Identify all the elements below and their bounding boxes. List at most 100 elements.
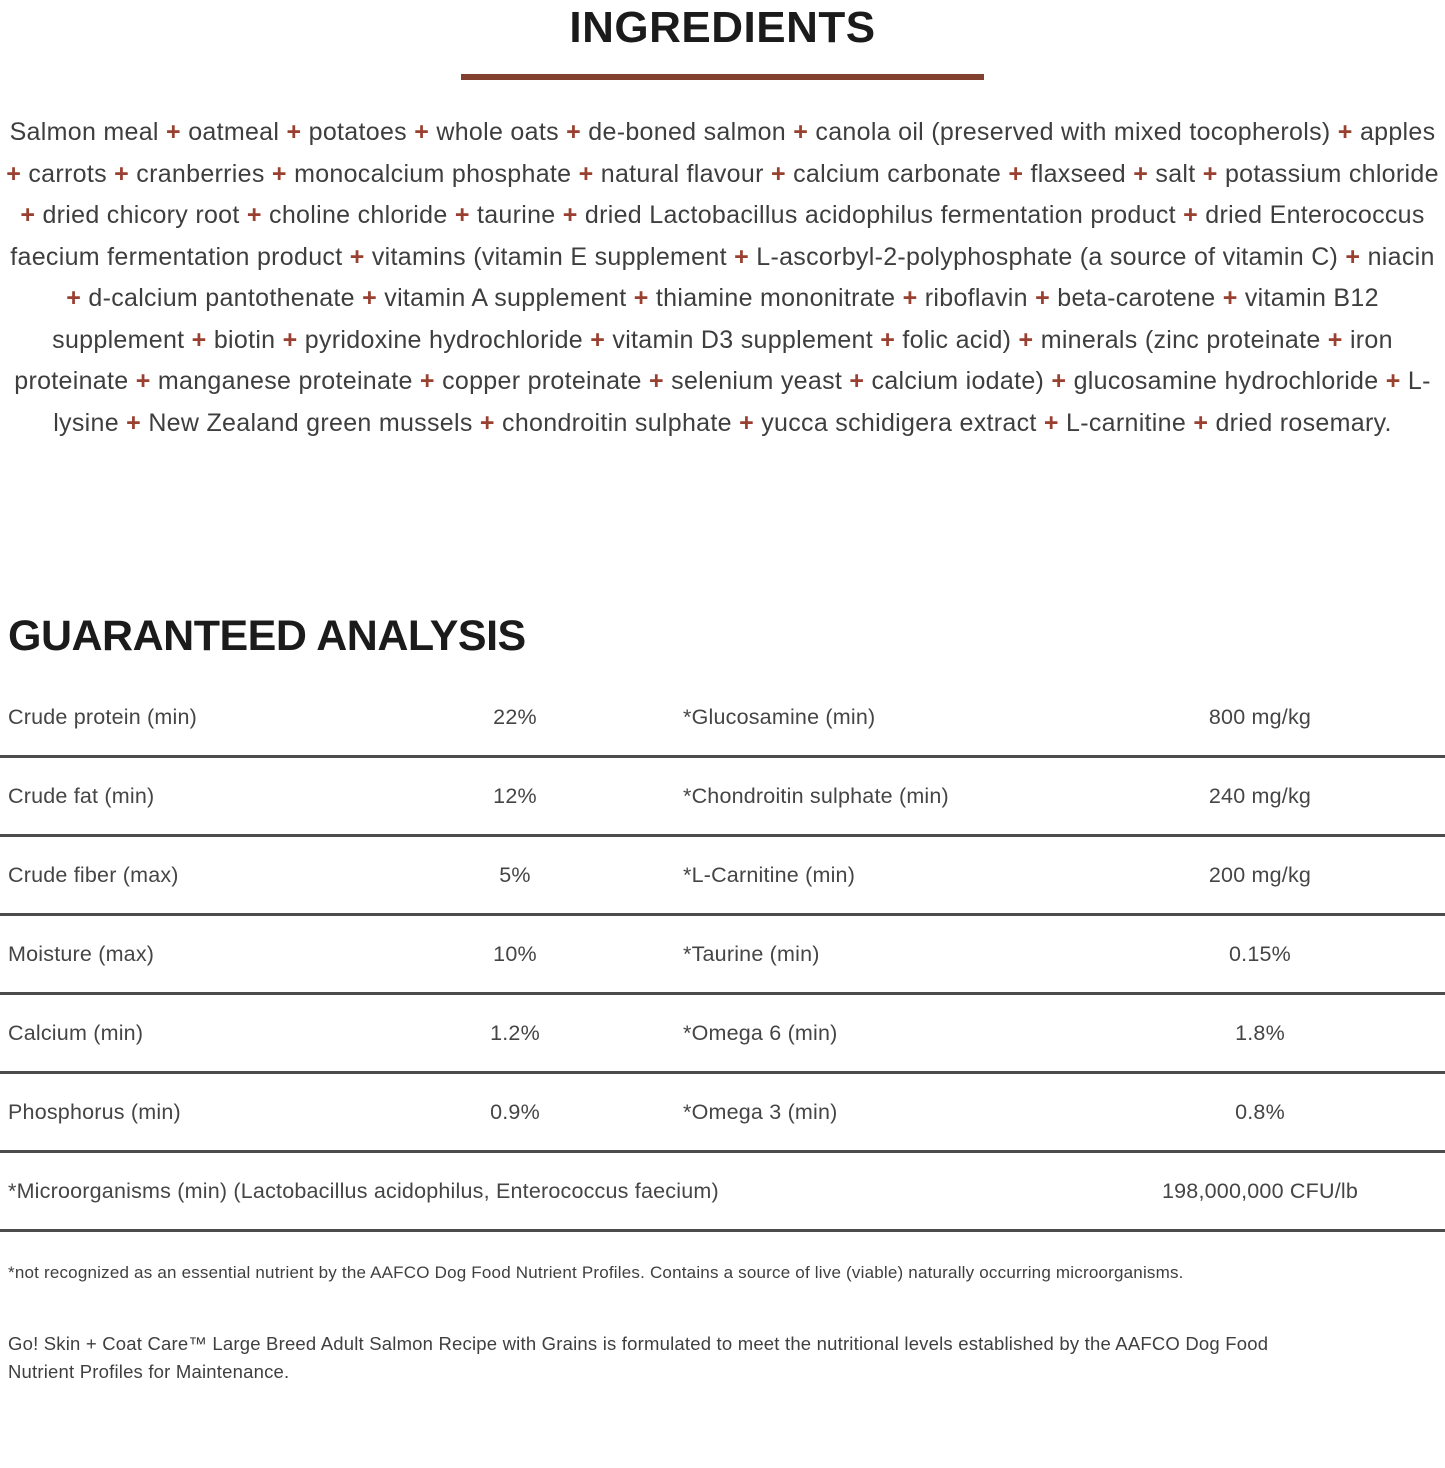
ingredient-item: cranberries — [136, 159, 265, 188]
plus-separator-icon: + — [793, 118, 809, 146]
plus-separator-icon: + — [633, 284, 649, 312]
nutrient-value: 1.8% — [1235, 1020, 1285, 1045]
plus-separator-icon: + — [349, 242, 365, 271]
nutrient-value: 1.2% — [490, 1020, 540, 1045]
ingredient-item: calcium carbonate — [793, 159, 1002, 188]
ingredient-item: niacin — [1367, 242, 1435, 271]
plus-separator-icon: + — [479, 408, 495, 437]
guaranteed-analysis-title: GUARANTEED ANALYSIS — [8, 612, 526, 660]
nutrient-name: Crude protein (min) — [8, 704, 198, 729]
plus-separator-icon: + — [419, 367, 435, 395]
nutrient-value: 0.15% — [1229, 941, 1291, 966]
plus-separator-icon: + — [114, 159, 130, 188]
plus-separator-icon: + — [246, 201, 262, 229]
analysis-row: Crude fiber (max) 5% *L-Carnitine (min) 200… — [0, 837, 1445, 916]
ingredient-item: vitamins (vitamin E supplement — [371, 242, 727, 271]
formulation-note: Go! Skin + Coat Care™ Large Breed Adult … — [8, 1330, 1445, 1386]
plus-separator-icon: + — [362, 284, 378, 312]
plus-separator-icon: + — [1202, 159, 1218, 188]
title-underline — [461, 74, 984, 80]
nutrient-value: 22% — [493, 704, 537, 729]
plus-separator-icon: + — [126, 408, 142, 437]
nutrient-name: Moisture (max) — [8, 941, 155, 966]
nutrient-name: Crude fiber (max) — [8, 862, 179, 887]
formulation-note-line-1: Go! Skin + Coat Care™ Large Breed Adult … — [8, 1333, 1269, 1354]
plus-separator-icon: + — [578, 159, 594, 188]
nutrient-value: 198,000,000 CFU/lb — [1161, 1178, 1359, 1203]
ingredient-item: pyridoxine hydrochloride — [304, 325, 583, 354]
plus-separator-icon: + — [1043, 408, 1059, 437]
ingredient-item: riboflavin — [924, 284, 1028, 312]
ingredient-item: flaxseed — [1030, 159, 1127, 188]
ingredient-item: calcium iodate) — [871, 367, 1045, 395]
ingredient-item: thiamine mononitrate — [655, 284, 896, 312]
nutrient-value: 800 mg/kg — [1208, 704, 1312, 729]
plus-separator-icon: + — [902, 284, 918, 312]
plus-separator-icon: + — [649, 367, 664, 395]
ingredient-item: L-carnitine — [1066, 408, 1187, 437]
nutrient-name: Phosphorus (min) — [8, 1099, 181, 1124]
nutrient-value: 240 mg/kg — [1208, 783, 1312, 808]
plus-separator-icon: + — [191, 325, 207, 354]
ingredient-item: beta-carotene — [1057, 284, 1216, 312]
ingredient-item: L-lysine — [53, 367, 1431, 437]
nutrient-name: *L-Carnitine (min) — [683, 862, 856, 887]
plus-separator-icon: + — [566, 118, 582, 146]
plus-separator-icon: + — [1222, 284, 1238, 312]
plus-separator-icon: + — [770, 159, 786, 188]
aafco-footnote: *not recognized as an essential nutrient… — [8, 1263, 1184, 1282]
ingredients-title: INGREDIENTS — [569, 3, 876, 52]
plus-separator-icon: + — [135, 367, 151, 395]
plus-separator-icon: + — [1018, 325, 1034, 354]
nutrient-value: 10% — [493, 941, 537, 966]
ingredient-item: vitamin D3 supplement — [612, 325, 873, 354]
plus-separator-icon: + — [590, 325, 606, 354]
plus-separator-icon: + — [1008, 159, 1024, 188]
plus-separator-icon: + — [1183, 201, 1199, 229]
ingredient-item: Salmon meal — [9, 118, 159, 146]
plus-separator-icon: + — [6, 159, 22, 188]
plus-separator-icon: + — [1345, 242, 1361, 271]
plus-separator-icon: + — [739, 408, 754, 437]
plus-separator-icon: + — [1035, 284, 1051, 312]
analysis-row: Calcium (min) 1.2% *Omega 6 (min) 1.8% — [0, 995, 1445, 1074]
nutrient-value: 200 mg/kg — [1208, 862, 1312, 887]
plus-separator-icon: + — [734, 242, 749, 271]
formulation-note-line-2: Nutrient Profiles for Maintenance. — [8, 1361, 290, 1382]
ingredient-item: New Zealand green mussels — [148, 408, 473, 437]
plus-separator-icon: + — [1385, 367, 1401, 395]
ingredient-item: minerals (zinc proteinate — [1040, 325, 1321, 354]
ingredient-item: whole oats — [436, 118, 559, 146]
plus-separator-icon: + — [880, 325, 896, 354]
nutrient-name: *Omega 3 (min) — [683, 1099, 838, 1124]
ingredient-item: oatmeal — [188, 118, 280, 146]
ingredient-item: dried chicory root — [42, 201, 240, 229]
plus-separator-icon: + — [1051, 367, 1067, 395]
ingredient-item: vitamin B12 supplement — [52, 284, 1379, 354]
ingredient-item: canola oil (preserved with mixed tocophe… — [815, 118, 1331, 146]
ingredient-item: potatoes — [308, 118, 407, 146]
plus-separator-icon: + — [1327, 325, 1343, 354]
analysis-row: Crude fat (min) 12% *Chondroitin sulphate … — [0, 758, 1445, 837]
nutrient-value: 0.8% — [1235, 1099, 1285, 1124]
guaranteed-analysis-table: Crude protein (min) 22% *Glucosamine (min)… — [0, 679, 1445, 1232]
ingredient-item: dried Lactobacillus acidophilus fermenta… — [584, 201, 1176, 229]
ingredient-item: choline chloride — [269, 201, 448, 229]
ingredient-item: de-boned salmon — [588, 118, 786, 146]
plus-separator-icon: + — [1337, 118, 1353, 146]
ingredient-item: folic acid) — [902, 325, 1012, 354]
nutrient-name: Crude fat (min) — [8, 783, 155, 808]
ingredient-item: iron proteinate — [14, 325, 1393, 396]
plus-separator-icon: + — [849, 367, 865, 395]
plus-separator-icon: + — [166, 118, 181, 146]
plus-separator-icon: + — [1133, 159, 1149, 188]
ingredient-item: monocalcium phosphate — [294, 159, 572, 188]
ingredient-item: selenium yeast — [671, 367, 843, 395]
analysis-row: Moisture (max) 10% *Taurine (min) 0.15% — [0, 916, 1445, 995]
plus-separator-icon: + — [454, 201, 470, 229]
ingredient-item: manganese proteinate — [157, 367, 413, 395]
nutrient-name: *Omega 6 (min) — [683, 1020, 838, 1045]
ingredient-item: natural flavour — [600, 159, 764, 188]
nutrient-value: 12% — [493, 783, 537, 808]
plus-separator-icon: + — [66, 284, 82, 312]
